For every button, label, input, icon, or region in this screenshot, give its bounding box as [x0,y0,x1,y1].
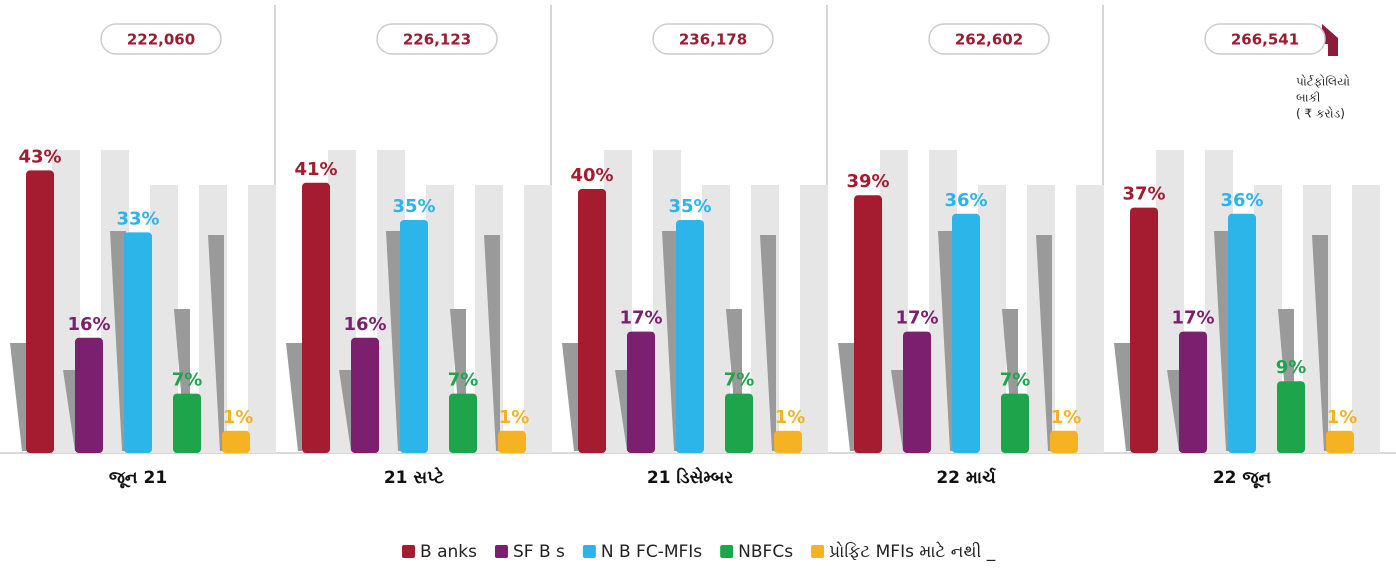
bar [627,331,655,453]
bar [903,331,931,453]
total-label: 226,123 [403,31,471,49]
bar [1277,381,1305,453]
decor-shadow [10,343,26,451]
legend-swatch [582,545,596,558]
bar [1179,331,1207,453]
decor-shadow [562,343,578,451]
value-label: 17% [619,308,662,329]
bar [351,337,379,453]
total-label: 222,060 [127,31,195,49]
bar [1050,430,1078,453]
legend-label: N B FC-MFIs [601,542,702,562]
value-label: 33% [116,208,159,229]
value-label: 16% [67,314,110,335]
decor-bar [524,185,552,453]
legend-swatch [402,545,415,558]
value-label: 40% [570,165,613,186]
decor-bar [248,185,276,453]
legend-label: NBFCs [738,542,793,562]
value-label: 7% [1000,370,1031,391]
bar [1228,213,1256,453]
legend-swatch [811,545,825,558]
decor-bar [1352,185,1380,453]
decor-shadow [484,235,500,451]
bar [222,430,250,453]
bar [400,220,428,453]
bar [952,213,980,453]
decor-bar [1076,185,1104,453]
bar [75,337,103,453]
total-pill [928,23,1050,55]
legend-swatch [494,545,508,558]
bar [302,182,330,454]
value-label: 1% [223,407,254,428]
legend-label: SF B s [513,542,565,562]
bar [1001,393,1029,453]
x-tick-label: 22 માર્ચ [936,467,996,488]
bar [676,220,704,453]
value-label: 36% [944,190,987,211]
decor-shadow [286,343,302,451]
total-label: 266,541 [1231,31,1299,49]
value-label: 43% [18,146,61,167]
total-label: 262,602 [955,31,1023,49]
value-label: 37% [1122,184,1165,205]
decor-shadow [386,231,402,451]
annotation: પોર્ટફોલિયો [1296,75,1350,89]
decor-bar [800,185,828,453]
total-pill [376,23,498,55]
decor-shadow [662,231,678,451]
decor-shadow [110,231,126,451]
value-label: 41% [294,159,337,180]
x-tick-label: 21 ડિસેમ્બર [647,466,733,488]
value-label: 1% [499,407,530,428]
value-label: 39% [846,171,889,192]
bar [774,430,802,453]
legend-label: પ્રોફિટ MFIs માટે નથી _ [829,541,996,562]
bar [1326,430,1354,453]
value-label: 16% [343,314,386,335]
decor-shadow [208,235,224,451]
bar [578,189,606,453]
x-tick-label: 22 જૂન [1213,468,1272,488]
value-label: 9% [1276,357,1307,378]
bar [854,195,882,453]
decor-shadow [1036,235,1052,451]
bar [498,430,526,453]
legend-swatch [720,545,734,558]
decor-shadow [938,231,954,451]
value-label: 7% [724,370,755,391]
bar [725,393,753,453]
bar [449,393,477,453]
value-label: 1% [1327,407,1358,428]
value-label: 17% [1171,308,1214,329]
bar [173,393,201,453]
bar [26,170,54,453]
value-label: 17% [895,308,938,329]
bar [1130,207,1158,453]
total-pill [1204,23,1326,55]
total-label: 236,178 [679,31,747,49]
total-pill [652,23,774,55]
value-label: 35% [392,196,435,217]
annotation: બાકી [1296,91,1320,105]
total-pill [100,23,222,55]
legend-label: B anks [420,542,477,562]
value-label: 1% [775,407,806,428]
x-tick-label: જૂન 21 [109,468,167,488]
decor-shadow [1214,231,1230,451]
decor-shadow [838,343,854,451]
value-label: 7% [172,370,203,391]
decor-shadow [1114,343,1130,451]
value-label: 36% [1220,190,1263,211]
annotation: ( ₹ કરોડ) [1296,107,1345,121]
value-label: 1% [1051,407,1082,428]
x-tick-label: 21 સપ્ટે [384,466,444,488]
value-label: 35% [668,196,711,217]
decor-shadow [1312,235,1328,451]
value-label: 7% [448,370,479,391]
decor-shadow [760,235,776,451]
bar [124,232,152,453]
